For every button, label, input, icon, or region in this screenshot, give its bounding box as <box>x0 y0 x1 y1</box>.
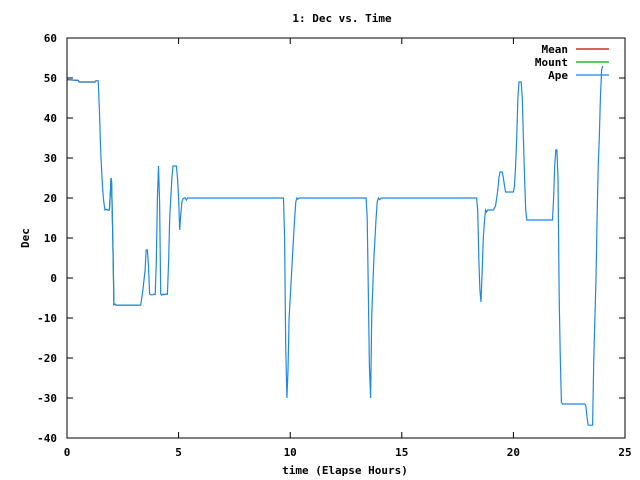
x-tick-label: 20 <box>507 446 520 459</box>
y-tick-label: -40 <box>37 432 57 445</box>
chart-title: 1: Dec vs. Time <box>292 12 392 25</box>
y-tick-label: 10 <box>44 232 57 245</box>
y-tick-label: 60 <box>44 32 57 45</box>
y-axis-label: Dec <box>19 228 32 248</box>
x-tick-label: 15 <box>395 446 408 459</box>
series-layer <box>66 65 604 426</box>
legend-label-ape: Ape <box>548 69 568 82</box>
axes-layer: -40 -30 -20 -10 0 10 20 30 40 50 60 0 5 10 15 20 25 <box>37 32 632 459</box>
x-tick-label: 25 <box>618 446 631 459</box>
plot-frame <box>66 37 626 439</box>
x-axis-label: time (Elapse Hours) <box>282 464 408 477</box>
x-tick-label: 5 <box>175 446 182 459</box>
x-tick-label: 0 <box>64 446 71 459</box>
x-tick-label: 10 <box>284 446 297 459</box>
y-tick-label: 30 <box>44 152 57 165</box>
y-tick-label: 50 <box>44 72 57 85</box>
y-tick-label: -20 <box>37 352 57 365</box>
y-tick-label: -10 <box>37 312 57 325</box>
legend-label-mean: Mean <box>542 43 569 56</box>
y-tick-label: -30 <box>37 392 57 405</box>
legend-label-mount: Mount <box>535 56 568 69</box>
y-tick-label: 20 <box>44 192 57 205</box>
y-tick-label: 40 <box>44 112 57 125</box>
series-line-ape <box>66 65 604 426</box>
y-tick-label: 0 <box>50 272 57 285</box>
